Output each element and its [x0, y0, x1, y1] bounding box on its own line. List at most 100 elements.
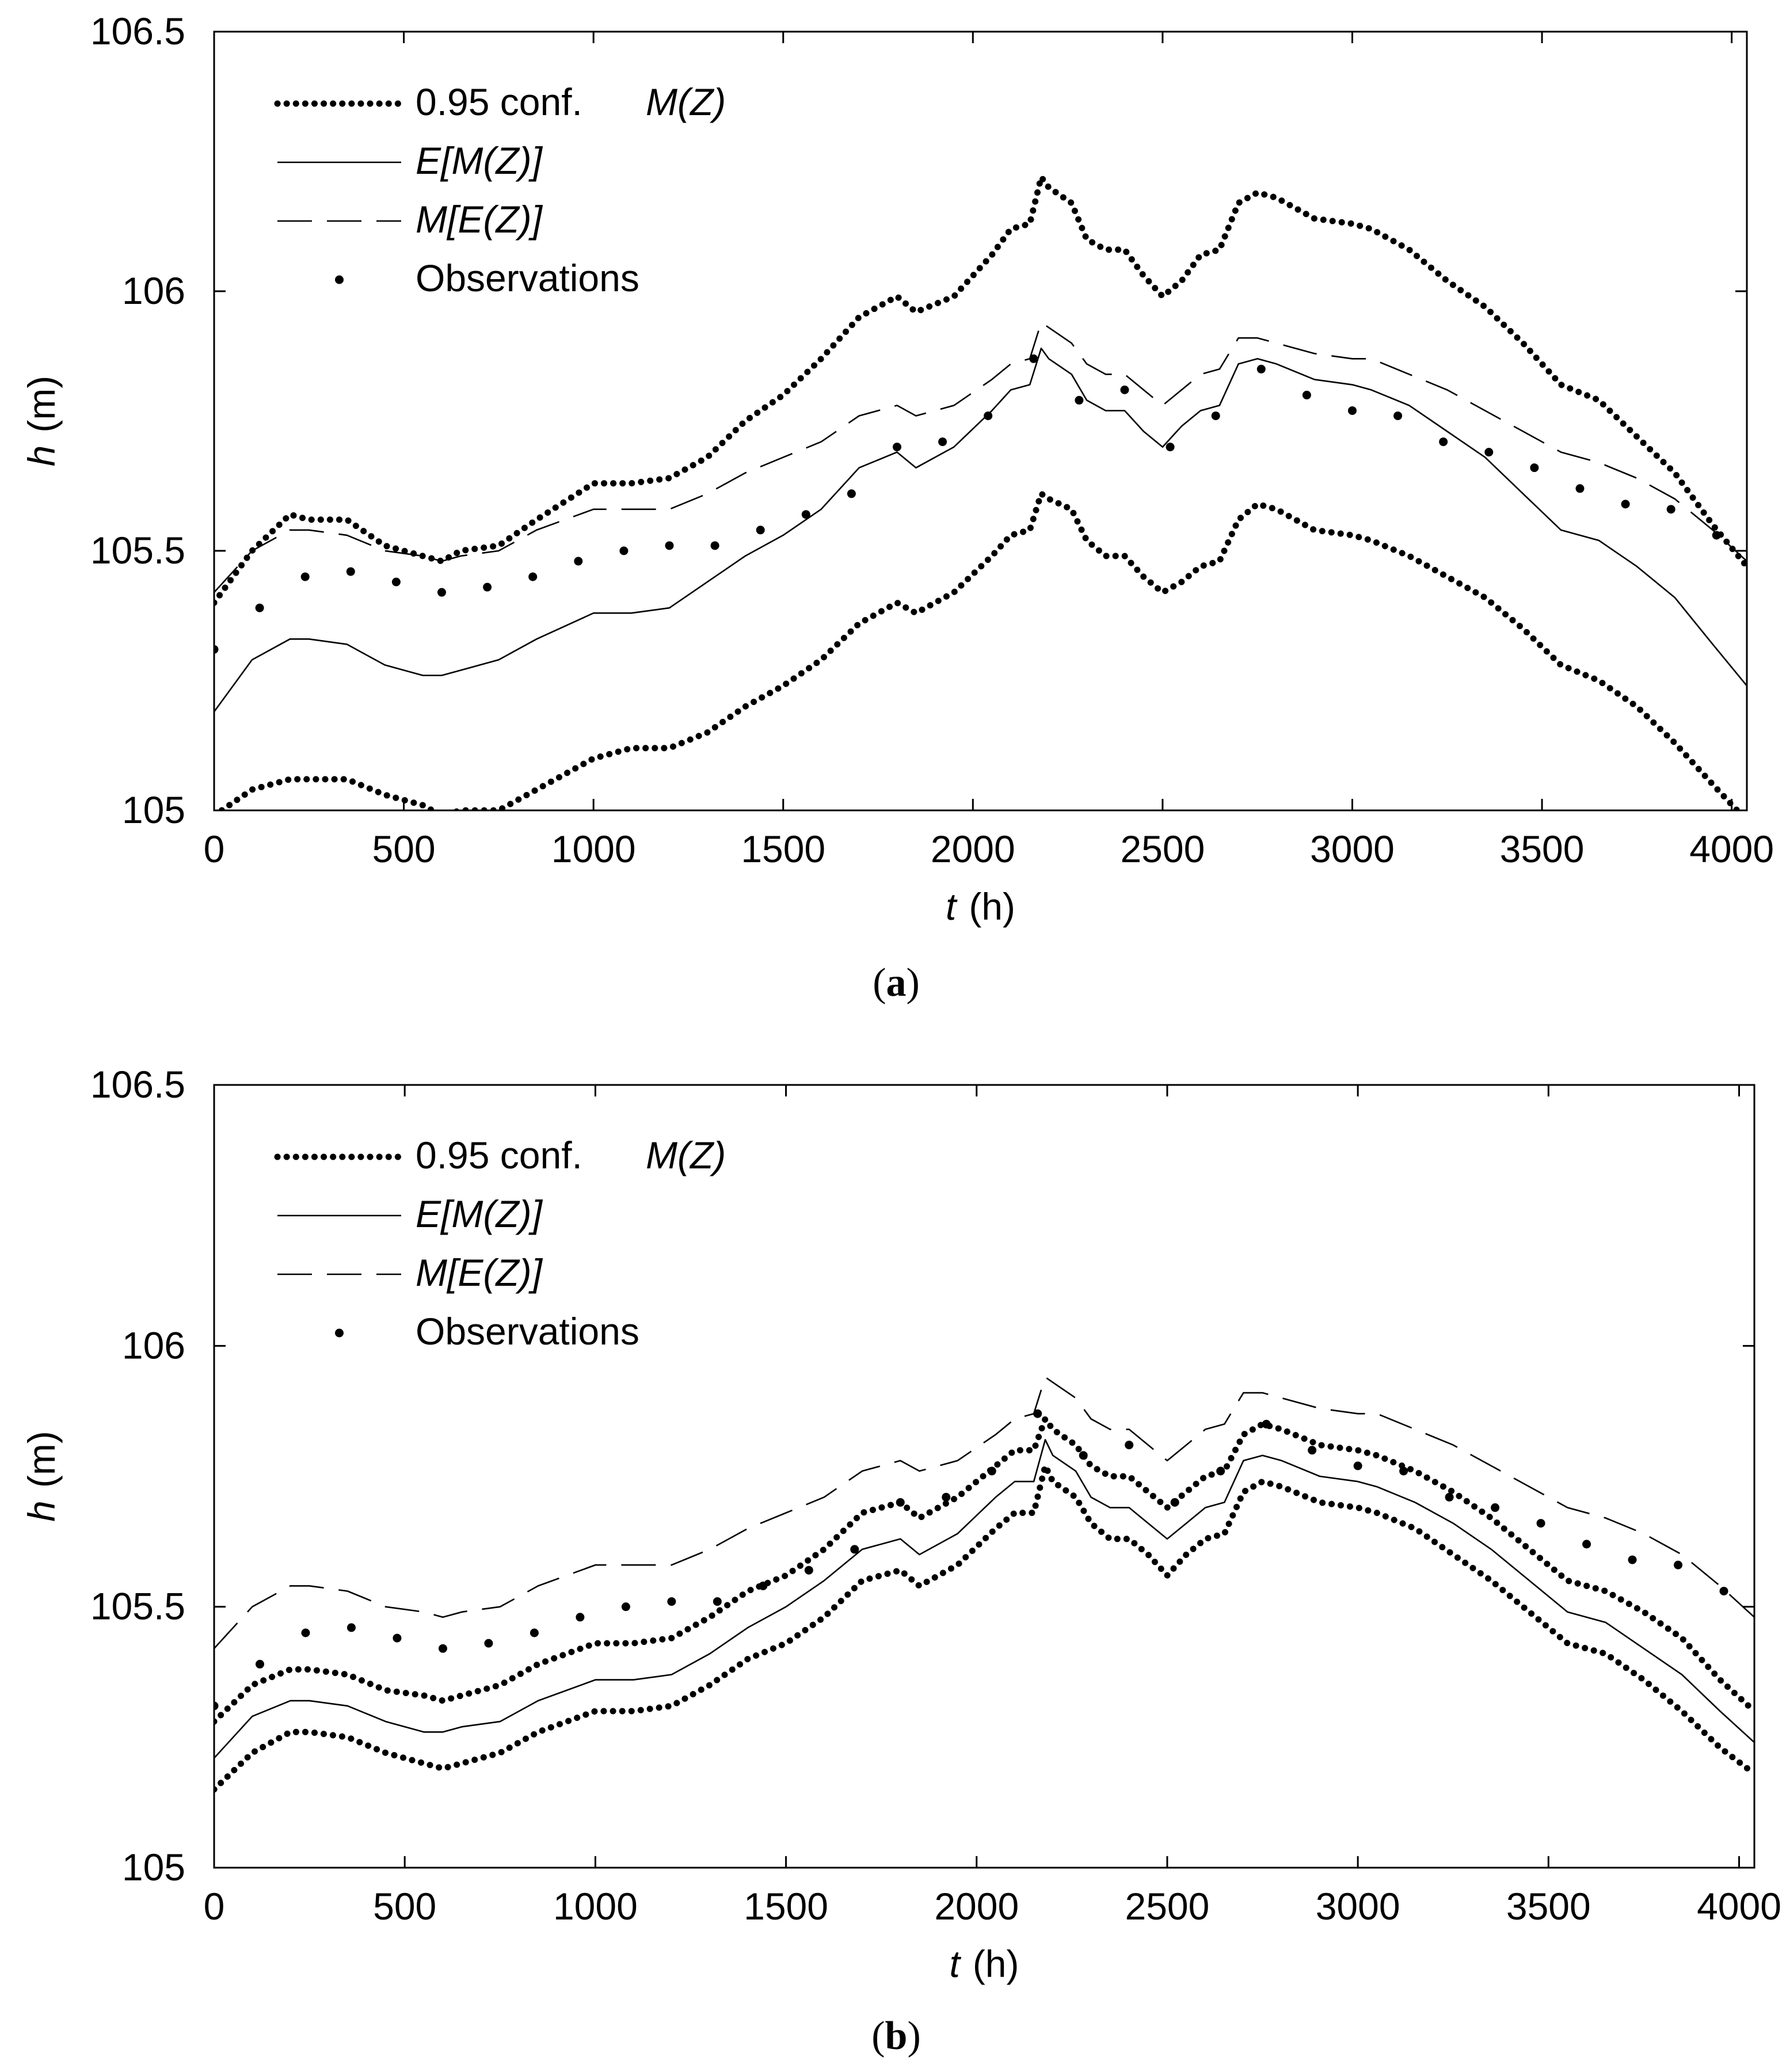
observation-point	[1033, 1409, 1042, 1418]
chart-panel-b: 0 500 1000 1500 2000 2500 3000 3500 4000 105 105.5…	[20, 1063, 1781, 1985]
observation-point	[1530, 463, 1539, 473]
observation-point	[987, 1467, 996, 1476]
y-tick-label: 105	[122, 1846, 185, 1888]
legend-label-mean: E[M(Z)]	[416, 1193, 543, 1235]
observation-point	[1582, 1540, 1591, 1549]
observation-point	[1216, 1467, 1225, 1476]
plot-frame	[213, 31, 1748, 812]
observation-point	[214, 1701, 219, 1711]
observation-point	[801, 510, 810, 519]
x-tick-label: 0	[204, 828, 225, 870]
model-mean-line	[214, 1376, 1754, 1650]
legend-label-conf-model: M(Z)	[646, 1134, 726, 1176]
x-tick-label: 3500	[1506, 1885, 1591, 1928]
x-tick-label: 4000	[1689, 828, 1774, 870]
observation-point	[1621, 500, 1630, 509]
observation-point	[1308, 1446, 1317, 1455]
observation-point	[1628, 1555, 1637, 1564]
x-tick-label: 3000	[1316, 1885, 1400, 1928]
observation-point	[713, 1597, 722, 1606]
observation-point	[1712, 531, 1721, 540]
legend: 0.95 conf. M(Z) E[M(Z)] M[E(Z)] Observations	[274, 81, 726, 299]
legend-label-obs: Observations	[416, 257, 639, 299]
observation-point	[1262, 1419, 1271, 1429]
observation-point	[1302, 390, 1311, 399]
observation-point	[619, 546, 629, 555]
confidence-bound-line	[214, 1462, 1754, 1793]
y-tick-label: 106.5	[90, 10, 185, 52]
y-tick-label: 105.5	[90, 529, 185, 572]
x-tick-label: 500	[372, 828, 436, 870]
legend-label-model-mean: M[E(Z)]	[416, 1251, 543, 1294]
observation-point	[1719, 1586, 1728, 1595]
observation-point	[391, 577, 401, 586]
x-tick-label: 2000	[931, 828, 1015, 870]
observation-point	[847, 489, 856, 498]
y-axis-label: h(m)	[20, 376, 63, 467]
observation-point	[1211, 411, 1220, 420]
observation-point	[346, 567, 355, 576]
observation-point	[938, 437, 947, 447]
observation-point	[1484, 448, 1494, 457]
legend-label-model-mean: M[E(Z)]	[416, 198, 543, 241]
observation-point	[1120, 385, 1129, 394]
legend-label-conf: 0.95 conf.	[416, 81, 582, 123]
panel-caption-a: (a)	[873, 961, 920, 1005]
confidence-bound-line	[216, 490, 1742, 810]
y-tick-label: 106.5	[90, 1063, 185, 1106]
observation-point	[438, 1644, 447, 1653]
observation-point	[1536, 1519, 1545, 1528]
legend-swatch-obs	[335, 275, 344, 284]
observation-point	[850, 1545, 859, 1554]
observation-point	[1166, 443, 1175, 452]
observation-point	[301, 1628, 310, 1637]
observation-point	[576, 1613, 585, 1622]
x-tick-label: 2000	[934, 1885, 1019, 1928]
confidence-bound-line	[214, 1415, 1754, 1725]
observation-point	[574, 557, 583, 566]
legend-label-obs: Observations	[416, 1310, 639, 1353]
plot-frame	[213, 1084, 1755, 1869]
observation-point	[621, 1602, 630, 1612]
observation-point	[892, 443, 901, 452]
observation-point	[1075, 395, 1084, 405]
observation-point	[1575, 484, 1585, 493]
x-axis-label: t (h)	[949, 1943, 1019, 1985]
observation-point	[1439, 437, 1448, 447]
observation-point	[483, 582, 492, 592]
x-tick-label: 1500	[744, 1885, 828, 1928]
observation-point	[1347, 406, 1357, 415]
observation-point	[1029, 354, 1038, 363]
observation-point	[759, 1581, 768, 1590]
observation-point	[665, 541, 674, 550]
observation-point	[942, 1492, 951, 1502]
observation-point	[1393, 411, 1403, 420]
legend-label-conf-model: M(Z)	[646, 81, 726, 123]
legend: 0.95 conf. M(Z) E[M(Z)] M[E(Z)] Observations	[274, 1134, 726, 1353]
legend-label-conf: 0.95 conf.	[416, 1134, 582, 1176]
ensemble-mean-line	[214, 347, 1747, 713]
observation-point	[1353, 1461, 1362, 1471]
observation-point	[667, 1597, 676, 1606]
y-tick-label: 105.5	[90, 1585, 185, 1628]
observation-point	[437, 588, 446, 597]
x-tick-label: 2500	[1120, 828, 1205, 870]
observation-point	[1491, 1503, 1500, 1512]
x-tick-label: 0	[204, 1885, 225, 1928]
observation-point	[710, 541, 719, 550]
ensemble-mean-line	[214, 1439, 1754, 1759]
observation-point	[255, 1659, 264, 1669]
x-tick-label: 3000	[1310, 828, 1395, 870]
observation-point	[756, 525, 765, 535]
y-tick-label: 106	[122, 269, 185, 312]
chart-panel-a: 0 500 1000 1500 2000 2500 3000 3500 4000 105 105.5…	[20, 10, 1774, 928]
x-tick-label: 3500	[1500, 828, 1585, 870]
observation-point	[1666, 505, 1675, 514]
observation-point	[346, 1623, 356, 1632]
observation-point	[255, 603, 264, 612]
y-tick-label: 105	[122, 789, 185, 831]
legend-label-mean: E[M(Z)]	[416, 139, 543, 182]
y-tick-label: 106	[122, 1324, 185, 1366]
panel-caption-b: (b)	[871, 2014, 921, 2058]
